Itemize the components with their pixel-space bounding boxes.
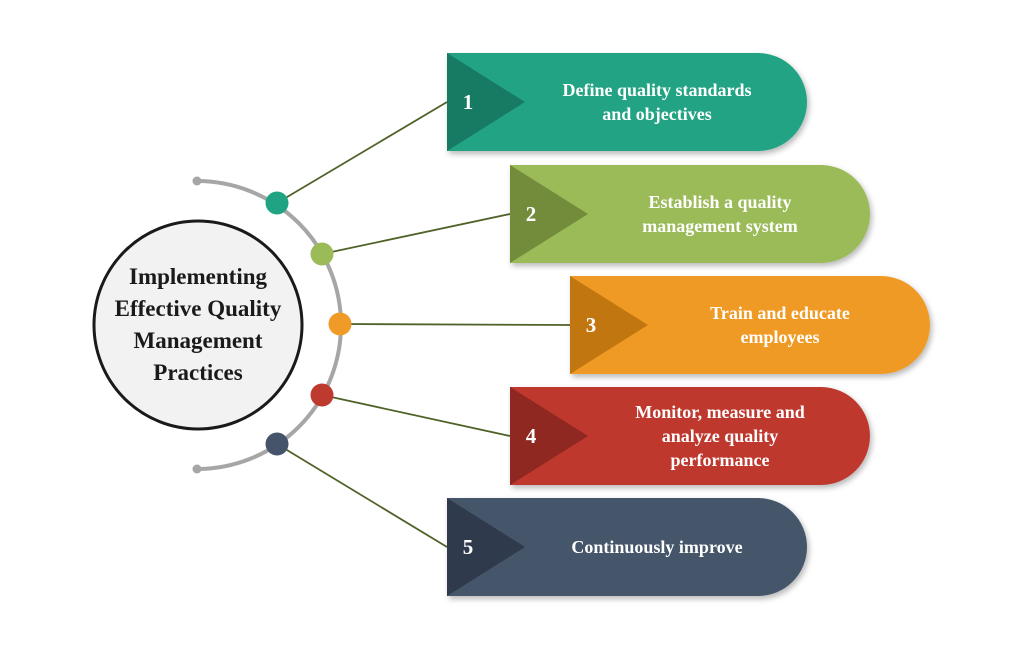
step-label-4: Monitor, measure and analyze quality per… xyxy=(635,402,805,470)
step-number-3: 3 xyxy=(585,313,597,337)
dots-layer xyxy=(265,191,352,456)
connector-line-2 xyxy=(321,213,511,255)
step-chevron-1 xyxy=(447,53,525,151)
step-label-2: Establish a quality management system xyxy=(642,192,798,236)
arc-end-bottom xyxy=(192,464,202,474)
step-chevron-4 xyxy=(510,387,588,485)
connector-line-4 xyxy=(321,394,511,437)
step-label-1: Define quality standards and objectives xyxy=(562,80,752,124)
step-chevron-2 xyxy=(510,165,588,263)
step-number-2: 2 xyxy=(525,202,537,226)
step-band-4 xyxy=(510,387,870,485)
step-dot-4 xyxy=(310,383,334,407)
step-band-shape-3 xyxy=(570,276,930,374)
step-band-5 xyxy=(447,498,807,596)
bands-layer xyxy=(447,53,930,596)
step-band-shape-4 xyxy=(510,387,870,485)
step-label-5: Continuously improve xyxy=(571,537,743,557)
step-band-2 xyxy=(510,165,870,263)
step-dot-2 xyxy=(310,242,334,266)
step-dot-1 xyxy=(265,191,289,215)
step-band-shape-2 xyxy=(510,165,870,263)
center-circle xyxy=(92,219,304,431)
step-chevron-3 xyxy=(570,276,648,374)
step-number-4: 4 xyxy=(525,424,537,448)
step-band-3 xyxy=(570,276,930,374)
step-dot-3 xyxy=(328,312,352,336)
step-chevron-5 xyxy=(447,498,525,596)
step-dot-5 xyxy=(265,432,289,456)
step-band-shape-5 xyxy=(447,498,807,596)
step-number-5: 5 xyxy=(462,535,474,559)
arc-end-top xyxy=(192,176,202,186)
step-band-1 xyxy=(447,53,807,151)
connector-line-5 xyxy=(276,443,448,548)
connectors-layer xyxy=(276,101,571,548)
step-label-3: Train and educate employees xyxy=(710,303,850,347)
connector-line-1 xyxy=(276,101,448,204)
step-band-shape-1 xyxy=(447,53,807,151)
connector-line-3 xyxy=(339,323,571,326)
step-number-1: 1 xyxy=(462,90,474,114)
